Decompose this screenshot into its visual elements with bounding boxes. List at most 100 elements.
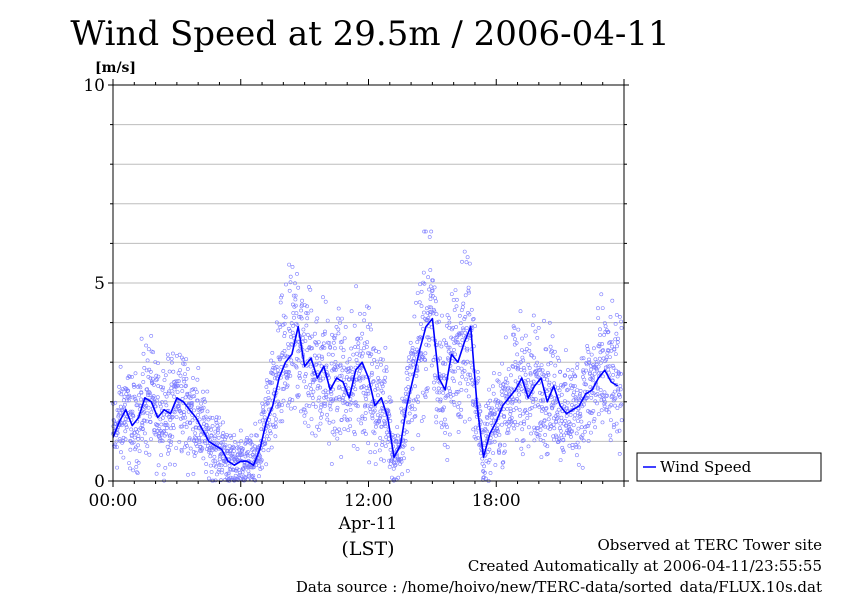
sample-point: [582, 402, 586, 407]
sample-point: [355, 337, 360, 342]
sample-point: [335, 436, 340, 441]
sample-point: [348, 407, 353, 412]
sample-point: [557, 388, 562, 393]
sample-point: [292, 405, 297, 410]
sample-point: [598, 333, 603, 337]
sample-point: [521, 438, 526, 443]
sample-point: [458, 381, 463, 386]
sample-point: [428, 284, 433, 289]
sample-point: [346, 386, 351, 391]
sample-point: [427, 305, 432, 310]
sample-point: [482, 464, 487, 469]
sample-point: [190, 394, 195, 399]
sample-point: [433, 375, 438, 380]
sample-point: [586, 350, 591, 354]
sample-point: [609, 403, 614, 408]
sample-point: [270, 350, 275, 355]
sample-point: [463, 361, 468, 366]
sample-point: [221, 420, 225, 425]
sample-point: [302, 379, 307, 384]
sample-point: [340, 316, 344, 321]
sample-point: [160, 387, 165, 392]
sample-point: [535, 432, 540, 437]
sample-point: [541, 399, 545, 404]
sample-point: [492, 412, 497, 417]
sample-point: [282, 331, 287, 335]
sample-point: [430, 288, 435, 293]
sample-point: [582, 377, 587, 382]
sample-point: [184, 357, 189, 362]
sample-point: [285, 403, 290, 408]
sample-point: [447, 432, 452, 437]
sample-point: [355, 361, 360, 366]
sample-point: [584, 382, 588, 387]
sample-point: [156, 374, 161, 379]
sample-point: [588, 370, 592, 375]
sample-point: [333, 359, 338, 364]
sample-point: [438, 408, 443, 413]
sample-point: [567, 427, 572, 432]
sample-point: [546, 417, 551, 422]
sample-point: [188, 446, 193, 451]
sample-point: [211, 458, 216, 463]
sample-point: [193, 450, 198, 455]
sample-point: [219, 478, 223, 483]
sample-point: [163, 420, 168, 425]
sample-point: [260, 405, 265, 410]
sample-point: [559, 415, 564, 420]
sample-point: [135, 430, 140, 434]
sample-point: [296, 285, 301, 290]
sample-point: [225, 451, 230, 456]
sample-point: [257, 474, 261, 479]
sample-point: [613, 396, 618, 401]
sample-point: [586, 439, 591, 443]
sample-point: [596, 364, 601, 369]
sample-point: [327, 420, 332, 425]
sample-point: [418, 335, 423, 340]
sample-point: [328, 407, 333, 412]
sample-point: [204, 427, 209, 432]
sample-point: [330, 352, 335, 357]
sample-point: [564, 423, 569, 428]
sample-point: [514, 438, 519, 443]
sample-point: [527, 388, 532, 393]
sample-point: [553, 400, 558, 405]
sample-point: [125, 398, 129, 403]
sample-point: [487, 458, 492, 462]
sample-point: [271, 361, 276, 366]
sample-point: [473, 436, 478, 441]
sample-point: [420, 354, 425, 359]
sample-point: [615, 429, 620, 434]
sample-point: [607, 410, 611, 415]
sample-point: [547, 382, 552, 387]
sample-point: [579, 356, 584, 361]
sample-point: [366, 441, 371, 446]
sample-point: [548, 344, 553, 349]
sample-point: [323, 299, 328, 304]
sample-point: [283, 353, 288, 358]
sample-point: [454, 391, 459, 396]
sample-point: [270, 380, 275, 385]
sample-point: [558, 458, 563, 463]
sample-point: [167, 448, 172, 453]
sample-point: [408, 372, 413, 377]
sample-point: [457, 401, 462, 405]
sample-point: [308, 364, 313, 369]
sample-point: [409, 365, 414, 370]
sample-point: [436, 319, 441, 324]
sample-point: [600, 342, 605, 346]
sample-point: [613, 352, 618, 357]
sample-point: [459, 407, 464, 412]
sample-point: [520, 348, 524, 353]
sample-point: [423, 395, 428, 400]
sample-point: [299, 316, 304, 321]
sample-point: [446, 345, 451, 350]
sample-point: [482, 441, 487, 446]
sample-point: [555, 355, 560, 360]
sample-point: [596, 306, 600, 311]
sample-point: [519, 387, 524, 392]
sample-point: [452, 308, 457, 312]
sample-point: [223, 435, 228, 440]
sample-point: [234, 468, 239, 473]
sample-point: [505, 400, 510, 405]
